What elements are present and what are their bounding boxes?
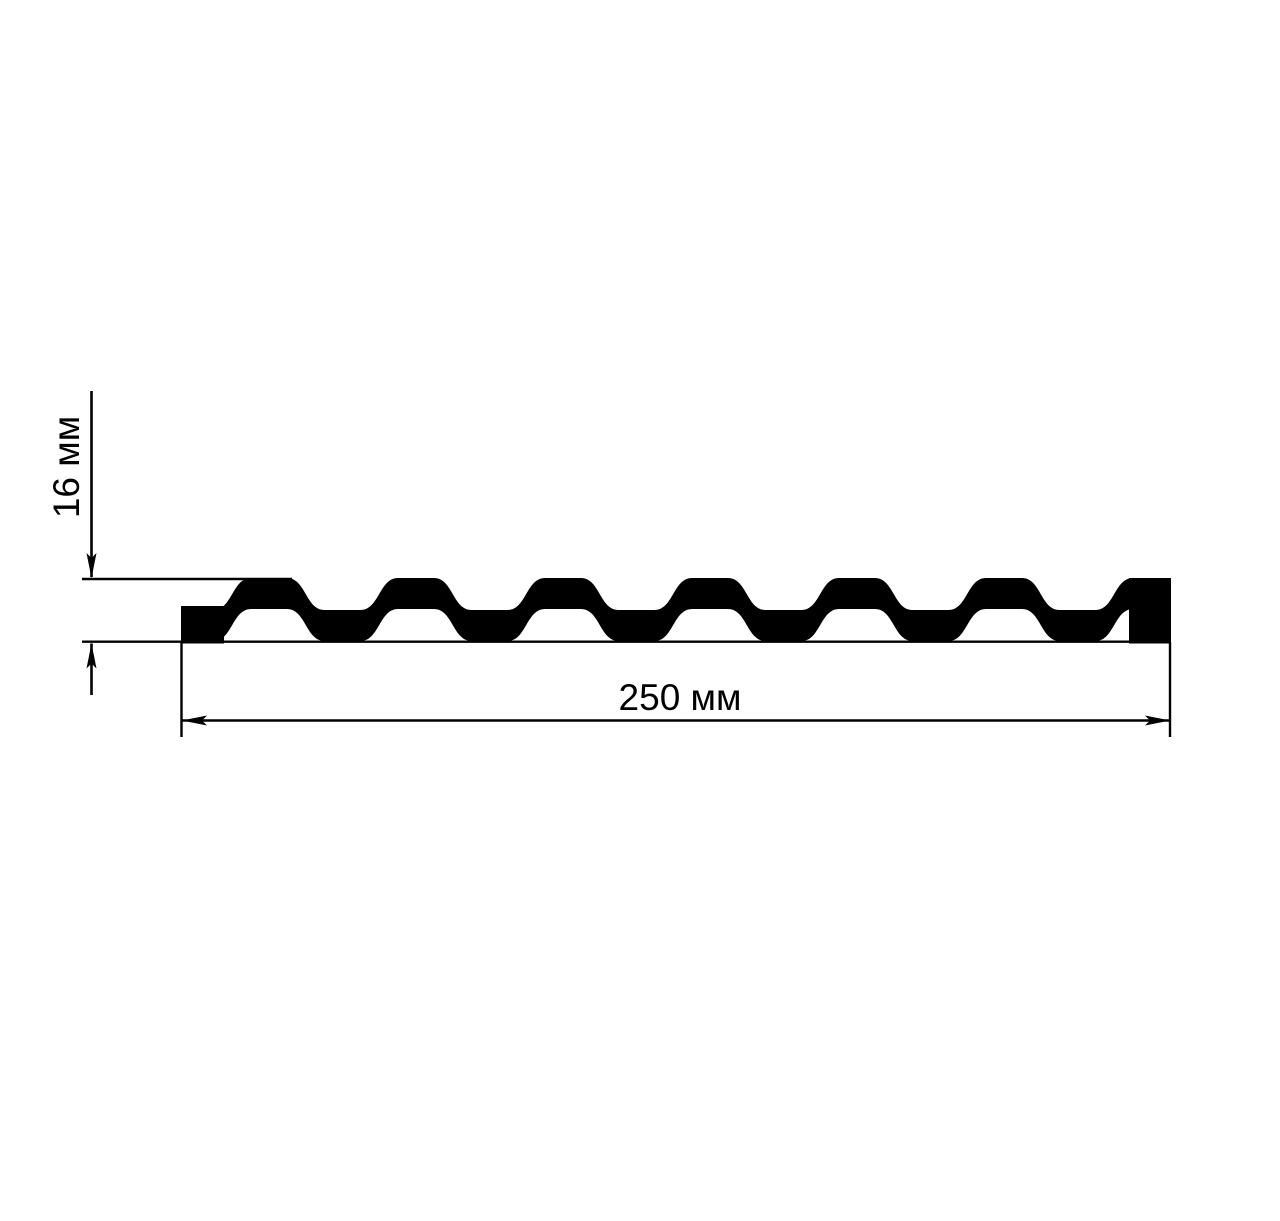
height-dimension-arrow-bottom bbox=[86, 643, 97, 669]
wave-profile-band bbox=[181, 578, 1171, 641]
width-dimension-arrow-right bbox=[1145, 715, 1170, 726]
profile-right-foot bbox=[1129, 578, 1171, 644]
width-dimension-label: 250 мм bbox=[619, 677, 742, 718]
height-dimension-label: 16 мм bbox=[46, 416, 87, 518]
width-dimension-arrow-left bbox=[182, 715, 207, 726]
profile-left-foot bbox=[181, 606, 224, 644]
drawing-geometry bbox=[82, 391, 1172, 737]
height-dimension-arrow-top bbox=[86, 553, 97, 578]
